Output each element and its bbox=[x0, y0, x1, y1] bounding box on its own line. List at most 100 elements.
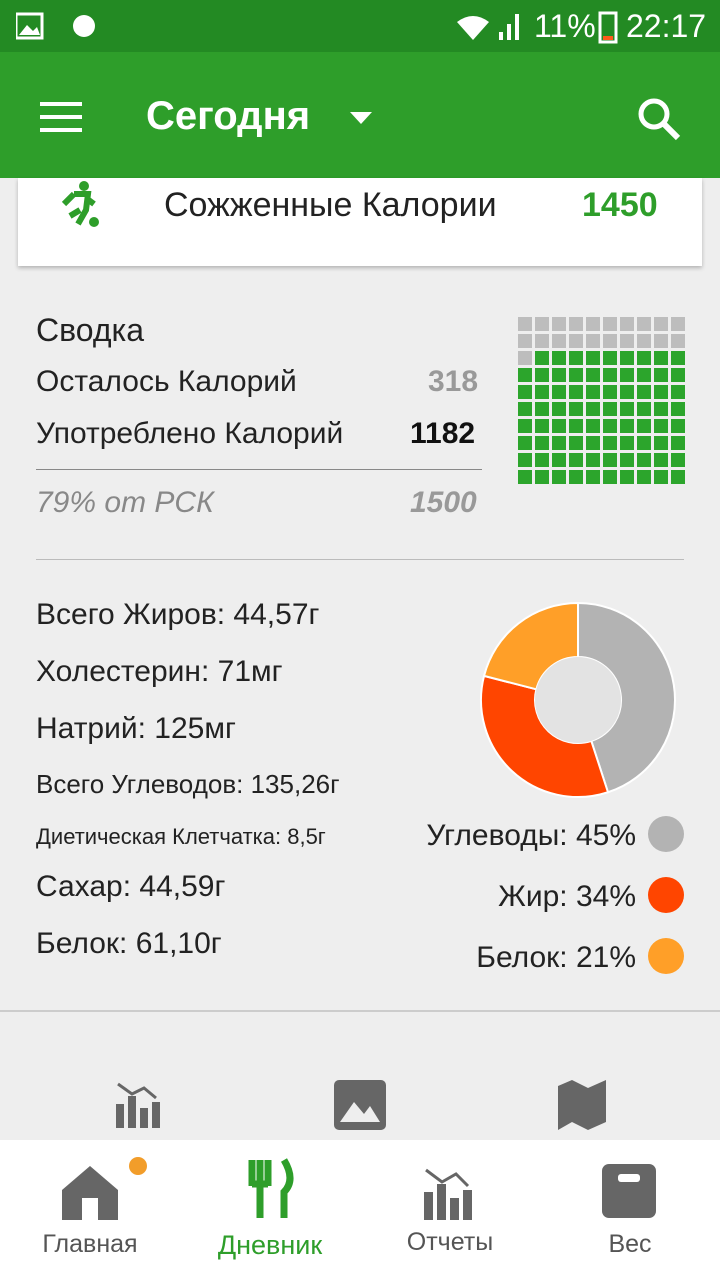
waffle-cell bbox=[637, 419, 651, 433]
waffle-cell bbox=[654, 436, 668, 450]
waffle-cell bbox=[569, 453, 583, 467]
waffle-cell bbox=[518, 334, 532, 348]
consumed-label: Употреблено Калорий bbox=[36, 417, 344, 450]
legend-label: Жир: 34% bbox=[498, 880, 636, 913]
waffle-cell bbox=[535, 385, 549, 399]
waffle-cell bbox=[586, 436, 600, 450]
waffle-cell bbox=[671, 453, 685, 467]
waffle-cell bbox=[586, 317, 600, 331]
battery-text: 11% bbox=[534, 8, 596, 44]
dropdown-arrow[interactable] bbox=[348, 110, 374, 126]
waffle-cell bbox=[518, 351, 532, 365]
waffle-cell bbox=[654, 385, 668, 399]
waffle-cell bbox=[671, 385, 685, 399]
waffle-cell bbox=[654, 334, 668, 348]
waffle-cell bbox=[552, 453, 566, 467]
waffle-cell bbox=[637, 402, 651, 416]
summary-title: Сводка bbox=[36, 312, 145, 348]
app-bar: Сегодня bbox=[0, 52, 720, 178]
waffle-cell bbox=[603, 436, 617, 450]
waffle-cell bbox=[637, 351, 651, 365]
nav-reports[interactable]: Отчеты bbox=[406, 1228, 494, 1256]
waffle-cell bbox=[603, 470, 617, 484]
waffle-cell bbox=[569, 436, 583, 450]
waffle-cell bbox=[518, 317, 532, 331]
nutrient: Всего Жиров: 44,57г bbox=[36, 598, 320, 631]
waffle-cell bbox=[535, 351, 549, 365]
nav-diary[interactable]: Дневник bbox=[217, 1230, 323, 1260]
waffle-cell bbox=[518, 385, 532, 399]
waffle-cell bbox=[535, 334, 549, 348]
legend-swatch bbox=[648, 938, 684, 974]
nav-home[interactable]: Главная bbox=[42, 1230, 138, 1258]
waffle-cell bbox=[654, 402, 668, 416]
waffle-cell bbox=[518, 419, 532, 433]
consumed-value: 1182 bbox=[410, 417, 476, 450]
donut-hole bbox=[535, 657, 621, 743]
clock: 22:17 bbox=[626, 8, 707, 44]
waffle-cell bbox=[654, 419, 668, 433]
waffle-cell bbox=[569, 317, 583, 331]
waffle-cell bbox=[569, 402, 583, 416]
signal-icons bbox=[457, 14, 519, 40]
waffle-cell bbox=[552, 470, 566, 484]
legend-swatch bbox=[648, 877, 684, 913]
menu-button[interactable] bbox=[40, 102, 82, 132]
waffle-cell bbox=[603, 402, 617, 416]
waffle-cell bbox=[535, 419, 549, 433]
app-title[interactable]: Сегодня bbox=[146, 94, 311, 138]
waffle-cell bbox=[569, 419, 583, 433]
divider bbox=[0, 1010, 720, 1012]
nutrient: Сахар: 44,59г bbox=[36, 870, 226, 903]
waffle-cell bbox=[518, 402, 532, 416]
waffle-cell bbox=[671, 470, 685, 484]
legend-label: Углеводы: 45% bbox=[426, 819, 636, 852]
waffle-cell bbox=[552, 385, 566, 399]
nutrient: Диетическая Клетчатка: 8,5г bbox=[36, 824, 326, 849]
waffle-cell bbox=[620, 470, 634, 484]
waffle-cell bbox=[586, 470, 600, 484]
waffle-cell bbox=[620, 385, 634, 399]
waffle-cell bbox=[654, 351, 668, 365]
search-button[interactable] bbox=[636, 96, 682, 142]
tool-icons[interactable] bbox=[116, 1080, 606, 1130]
waffle-cell bbox=[586, 402, 600, 416]
waffle-cell bbox=[586, 453, 600, 467]
waffle-cell bbox=[654, 368, 668, 382]
waffle-cell bbox=[671, 334, 685, 348]
burned-value: 1450 bbox=[582, 186, 658, 224]
waffle-cell bbox=[552, 351, 566, 365]
divider bbox=[36, 559, 684, 560]
waffle-cell bbox=[603, 317, 617, 331]
waffle-cell bbox=[620, 419, 634, 433]
waffle-cell bbox=[586, 351, 600, 365]
waffle-cell bbox=[586, 419, 600, 433]
waffle-cell bbox=[518, 436, 532, 450]
waffle-cell bbox=[603, 453, 617, 467]
waffle-cell bbox=[654, 453, 668, 467]
divider bbox=[36, 469, 482, 470]
waffle-cell bbox=[552, 334, 566, 348]
waffle-cell bbox=[569, 470, 583, 484]
waffle-cell bbox=[637, 385, 651, 399]
waffle-cell bbox=[535, 436, 549, 450]
waffle-cell bbox=[603, 419, 617, 433]
waffle-cell bbox=[671, 419, 685, 433]
waffle-cell bbox=[569, 351, 583, 365]
waffle-cell bbox=[620, 436, 634, 450]
waffle-cell bbox=[620, 334, 634, 348]
waffle-cell bbox=[535, 470, 549, 484]
waffle-cell bbox=[518, 368, 532, 382]
waffle-cell bbox=[535, 402, 549, 416]
waffle-cell bbox=[671, 436, 685, 450]
nutrient: Всего Углеводов: 135,26г bbox=[36, 769, 340, 799]
graphics: Углеводы: 45% Жир: 34% Белок: 21% bbox=[116, 317, 685, 1130]
nav-weight[interactable]: Вес bbox=[608, 1230, 652, 1258]
waffle-cell bbox=[535, 368, 549, 382]
waffle-cell bbox=[586, 334, 600, 348]
waffle-cell bbox=[637, 334, 651, 348]
waffle-cell bbox=[552, 402, 566, 416]
waffle-cell bbox=[603, 385, 617, 399]
waffle-cell bbox=[552, 368, 566, 382]
